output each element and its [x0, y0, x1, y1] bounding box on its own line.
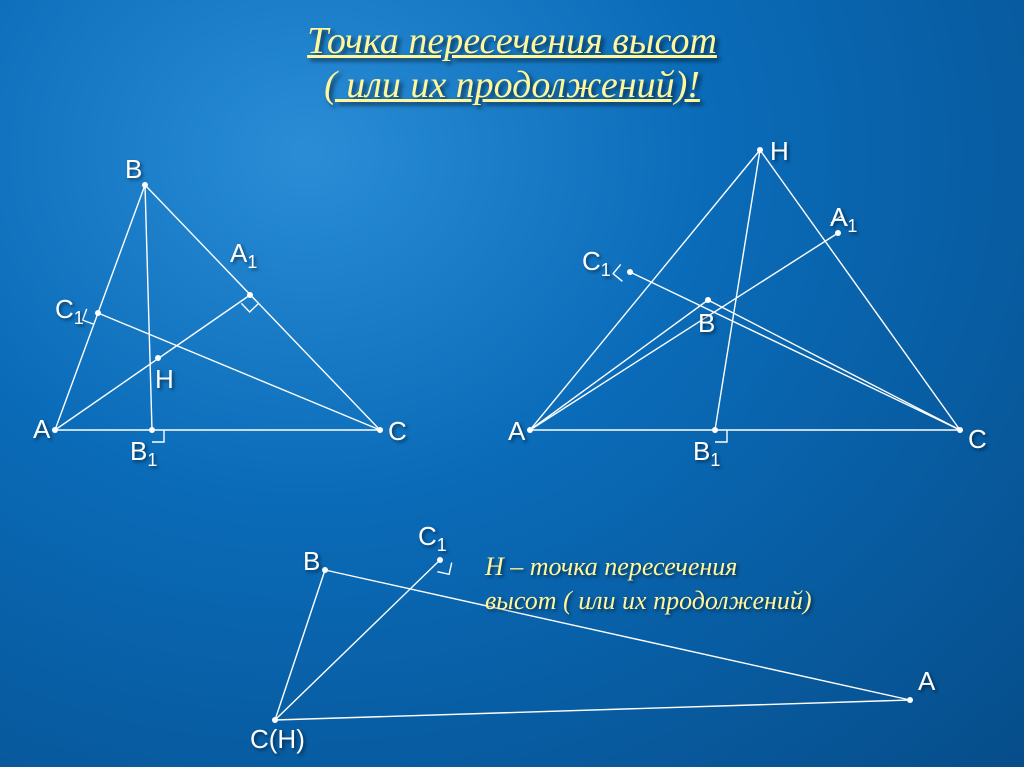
svg-text:A: A: [508, 416, 526, 446]
svg-text:A: A: [918, 666, 936, 696]
svg-text:B1: B1: [130, 436, 157, 470]
caption: H – точка пересечения высот ( или их про…: [485, 550, 812, 618]
caption-text2: высот ( или их продолжений): [485, 586, 812, 615]
svg-text:C: C: [968, 424, 987, 454]
svg-text:C1: C1: [582, 246, 611, 280]
svg-text:B: B: [125, 154, 142, 184]
svg-text:H: H: [155, 364, 174, 394]
svg-text:B1: B1: [693, 436, 720, 470]
svg-text:A1: A1: [830, 202, 857, 236]
svg-text:C(H): C(H): [250, 724, 305, 754]
caption-text1: – точка пересечения: [504, 552, 738, 581]
svg-text:A: A: [33, 414, 51, 444]
diagram-canvas: A B C A1 B1 C1 H A B C H A1 B1 C1 A B C(H) C1: [0, 0, 1024, 767]
slide-root: Точка пересечения высот ( или их продолж…: [0, 0, 1024, 767]
svg-text:H: H: [770, 136, 789, 166]
svg-text:C1: C1: [418, 521, 447, 555]
svg-text:B: B: [698, 308, 715, 338]
caption-letter: H: [485, 552, 504, 581]
svg-text:B: B: [303, 546, 320, 576]
svg-text:C1: C1: [55, 294, 84, 328]
svg-text:C: C: [388, 416, 407, 446]
svg-text:A1: A1: [230, 238, 257, 272]
